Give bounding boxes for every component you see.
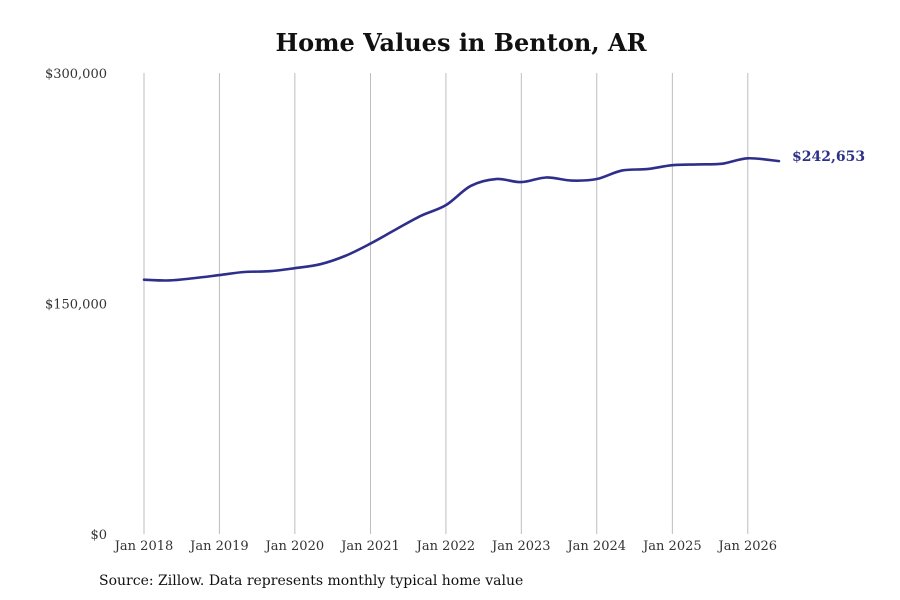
x-tick-label: Jan 2024 [565,539,626,554]
latest-value-label: $242,653 [792,149,865,165]
y-axis-tick-labels: $0 $150,000 $300,000 [45,67,107,543]
x-tick-label: Jan 2020 [264,539,325,554]
x-tick-label: Jan 2023 [490,539,551,554]
source-note: Source: Zillow. Data represents monthly … [99,573,524,589]
x-tick-label: Jan 2026 [717,539,778,554]
x-tick-label: Jan 2019 [188,539,249,554]
grid-lines [143,73,749,534]
x-axis-tick-labels: Jan 2018 Jan 2019 Jan 2020 Jan 2021 Jan 2022… [113,539,777,554]
x-tick-label: Jan 2021 [339,539,400,554]
x-tick-label: Jan 2018 [113,539,174,554]
y-tick-label: $300,000 [45,67,107,82]
chart-title: Home Values in Benton, AR [275,28,647,57]
y-tick-label: $150,000 [45,298,107,313]
x-tick-label: Jan 2022 [415,539,476,554]
y-tick-label: $0 [90,528,107,543]
x-tick-label: Jan 2025 [641,539,702,554]
home-value-line [142,156,781,282]
